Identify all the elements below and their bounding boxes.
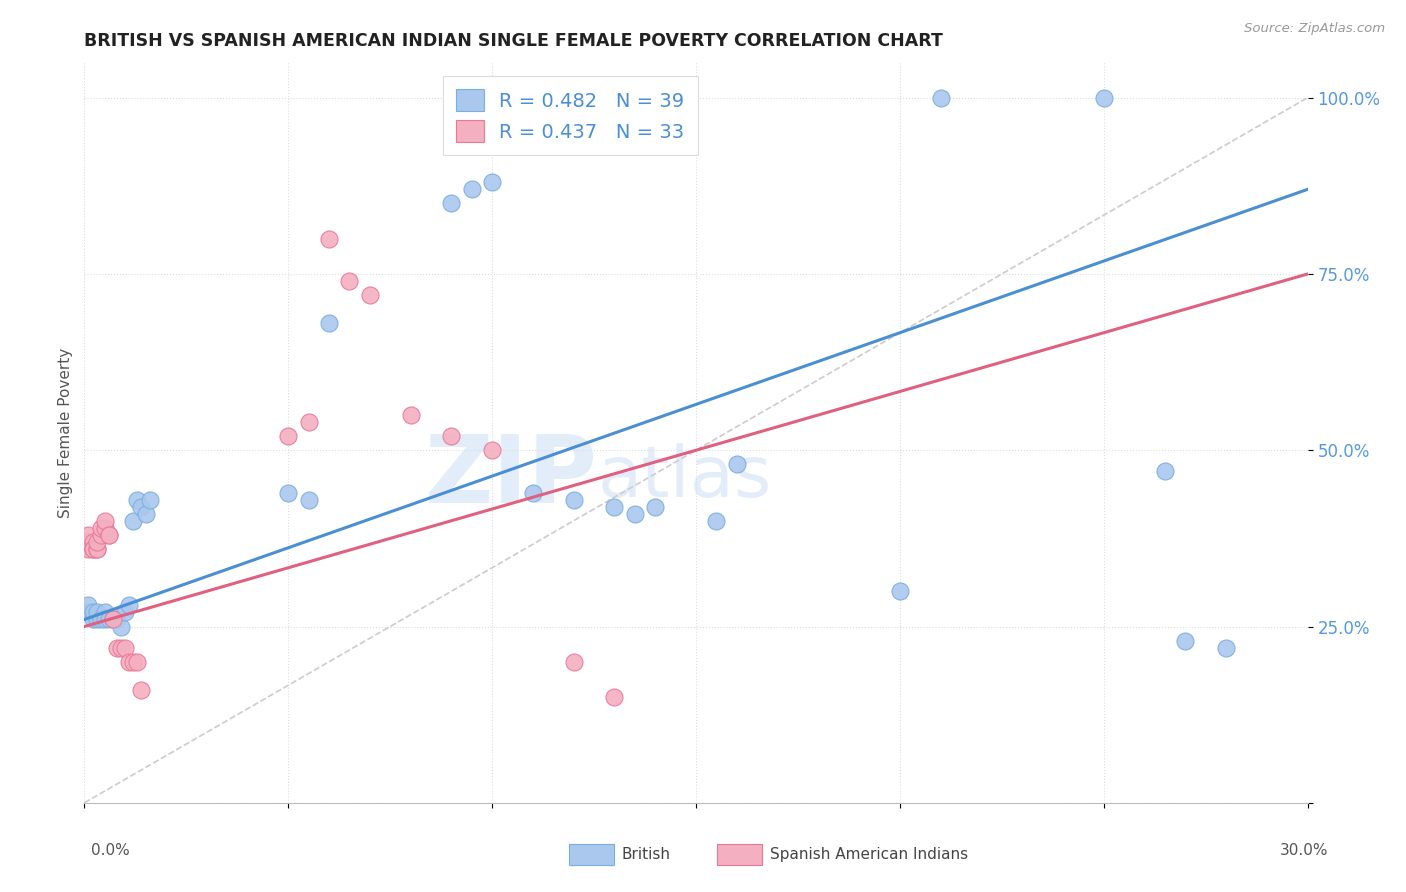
Point <box>1092 91 1115 105</box>
Point <box>929 91 952 105</box>
Point <box>127 655 149 669</box>
Point <box>122 655 145 669</box>
Point <box>77 541 100 556</box>
Point <box>706 514 728 528</box>
Point <box>118 599 141 613</box>
Point <box>93 521 115 535</box>
Point <box>481 443 503 458</box>
Point <box>339 274 361 288</box>
Point <box>82 612 104 626</box>
Point <box>77 606 100 620</box>
Point <box>90 521 112 535</box>
Point <box>90 612 112 626</box>
Point <box>522 485 544 500</box>
Point <box>93 606 115 620</box>
Text: 30.0%: 30.0% <box>1281 843 1329 858</box>
Point <box>135 507 157 521</box>
Point <box>481 175 503 189</box>
Point <box>624 507 647 521</box>
Point <box>93 514 115 528</box>
Text: Source: ZipAtlas.com: Source: ZipAtlas.com <box>1244 22 1385 36</box>
Point <box>1174 633 1197 648</box>
Legend: R = 0.482   N = 39, R = 0.437   N = 33: R = 0.482 N = 39, R = 0.437 N = 33 <box>443 76 697 155</box>
Point <box>725 458 748 472</box>
Point <box>90 528 112 542</box>
Point <box>82 535 104 549</box>
Point <box>93 612 115 626</box>
Point <box>82 606 104 620</box>
Point <box>101 612 124 626</box>
Point <box>644 500 666 514</box>
Text: ZIP: ZIP <box>425 431 598 523</box>
Point <box>101 612 124 626</box>
Text: Spanish American Indians: Spanish American Indians <box>770 847 969 862</box>
Point <box>97 528 120 542</box>
Point <box>461 182 484 196</box>
Y-axis label: Single Female Poverty: Single Female Poverty <box>58 348 73 517</box>
Point <box>318 232 340 246</box>
Point <box>110 619 132 633</box>
Point <box>131 683 153 698</box>
Point <box>114 606 136 620</box>
Point <box>86 541 108 556</box>
Point <box>77 599 100 613</box>
Point <box>440 196 463 211</box>
Point <box>138 492 160 507</box>
Point <box>82 541 104 556</box>
Point <box>110 640 132 655</box>
Point <box>318 316 340 330</box>
Point <box>82 541 104 556</box>
Point <box>118 655 141 669</box>
Point <box>77 535 100 549</box>
Point <box>122 514 145 528</box>
Point <box>277 429 299 443</box>
Point <box>131 500 153 514</box>
Point <box>603 500 626 514</box>
Point <box>97 612 120 626</box>
Point <box>298 415 321 429</box>
Point <box>86 541 108 556</box>
Point <box>440 429 463 443</box>
Point <box>562 492 585 507</box>
Point <box>114 640 136 655</box>
Text: atlas: atlas <box>598 442 772 511</box>
Point <box>86 606 108 620</box>
Point <box>77 528 100 542</box>
Point <box>97 528 120 542</box>
Point <box>86 535 108 549</box>
Point <box>603 690 626 704</box>
Point <box>86 612 108 626</box>
Point <box>277 485 299 500</box>
Point <box>562 655 585 669</box>
Point <box>105 612 128 626</box>
Point <box>105 640 128 655</box>
Point <box>127 492 149 507</box>
Point <box>359 288 381 302</box>
Point <box>1215 640 1237 655</box>
Point <box>1154 464 1177 478</box>
Text: British: British <box>621 847 671 862</box>
Point <box>889 584 911 599</box>
Text: BRITISH VS SPANISH AMERICAN INDIAN SINGLE FEMALE POVERTY CORRELATION CHART: BRITISH VS SPANISH AMERICAN INDIAN SINGL… <box>84 32 943 50</box>
Point <box>399 408 422 422</box>
Text: 0.0%: 0.0% <box>91 843 131 858</box>
Point <box>298 492 321 507</box>
